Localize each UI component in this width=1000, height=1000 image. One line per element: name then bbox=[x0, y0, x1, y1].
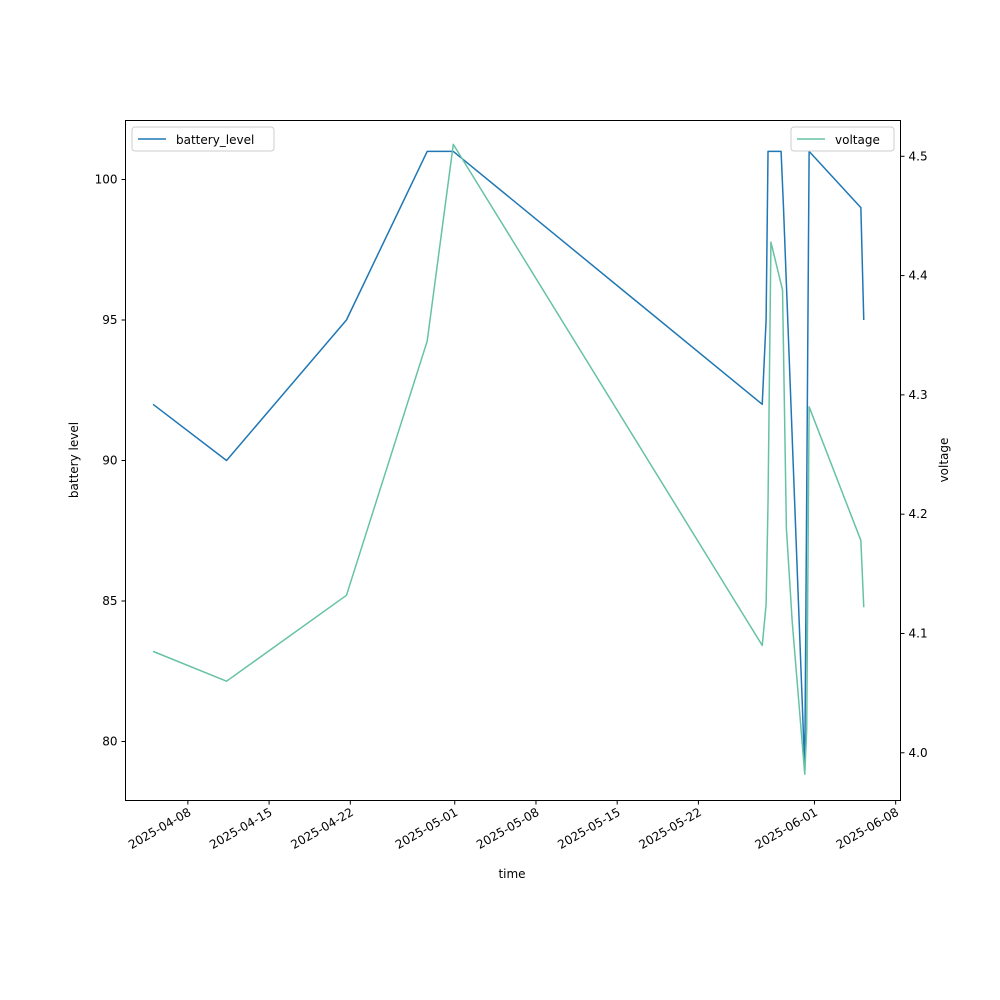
series-layer bbox=[152, 143, 865, 775]
y-left-tick-label: 95 bbox=[102, 313, 117, 327]
y-right-tick-label: 4.1 bbox=[909, 626, 928, 640]
legend-voltage: voltage bbox=[790, 126, 895, 152]
x-axis-label: time bbox=[498, 867, 525, 881]
x-tick-label: 2025-06-08 bbox=[834, 805, 901, 852]
y-right-tick-label: 4.4 bbox=[909, 269, 928, 283]
y-left-tick-label: 90 bbox=[102, 454, 117, 468]
x-tick-label: 2025-06-01 bbox=[753, 805, 820, 852]
x-tick-label: 2025-04-22 bbox=[288, 805, 355, 852]
legend-label: voltage bbox=[835, 133, 880, 147]
y-left-tick-label: 80 bbox=[102, 734, 117, 748]
series-line-voltage bbox=[152, 143, 865, 775]
y-left-tick-label: 85 bbox=[102, 594, 117, 608]
y-axis-right-label: voltage bbox=[937, 438, 951, 483]
x-tick-label: 2025-05-01 bbox=[393, 805, 460, 852]
legends: battery_level voltage bbox=[131, 126, 895, 152]
y-right-tick-label: 4.0 bbox=[909, 746, 928, 760]
x-tick-label: 2025-04-08 bbox=[126, 805, 193, 852]
y-right-tick-label: 4.5 bbox=[909, 149, 928, 163]
x-axis: 2025-04-08 2025-04-15 2025-04-22 2025-05-01… bbox=[126, 800, 901, 852]
x-tick-label: 2025-05-15 bbox=[555, 805, 622, 852]
x-tick-label: 2025-05-22 bbox=[637, 805, 704, 852]
y-right-tick-label: 4.3 bbox=[909, 388, 928, 402]
legend-label: battery_level bbox=[176, 133, 254, 147]
x-tick-label: 2025-05-08 bbox=[474, 805, 541, 852]
y-axis-left-label: battery level bbox=[67, 422, 81, 498]
legend-frame bbox=[131, 126, 275, 152]
legend-frame bbox=[790, 126, 895, 152]
y-right-tick-label: 4.2 bbox=[909, 507, 928, 521]
y-axis-right: 4.0 4.1 4.2 4.3 4.4 4.5 bbox=[900, 149, 928, 760]
legend-battery-level: battery_level bbox=[131, 126, 275, 152]
y-axis-left: 80 85 90 95 100 bbox=[95, 173, 126, 748]
series-line-battery-level bbox=[152, 150, 865, 771]
x-tick-label: 2025-04-15 bbox=[207, 805, 274, 852]
y-left-tick-label: 100 bbox=[95, 173, 118, 187]
